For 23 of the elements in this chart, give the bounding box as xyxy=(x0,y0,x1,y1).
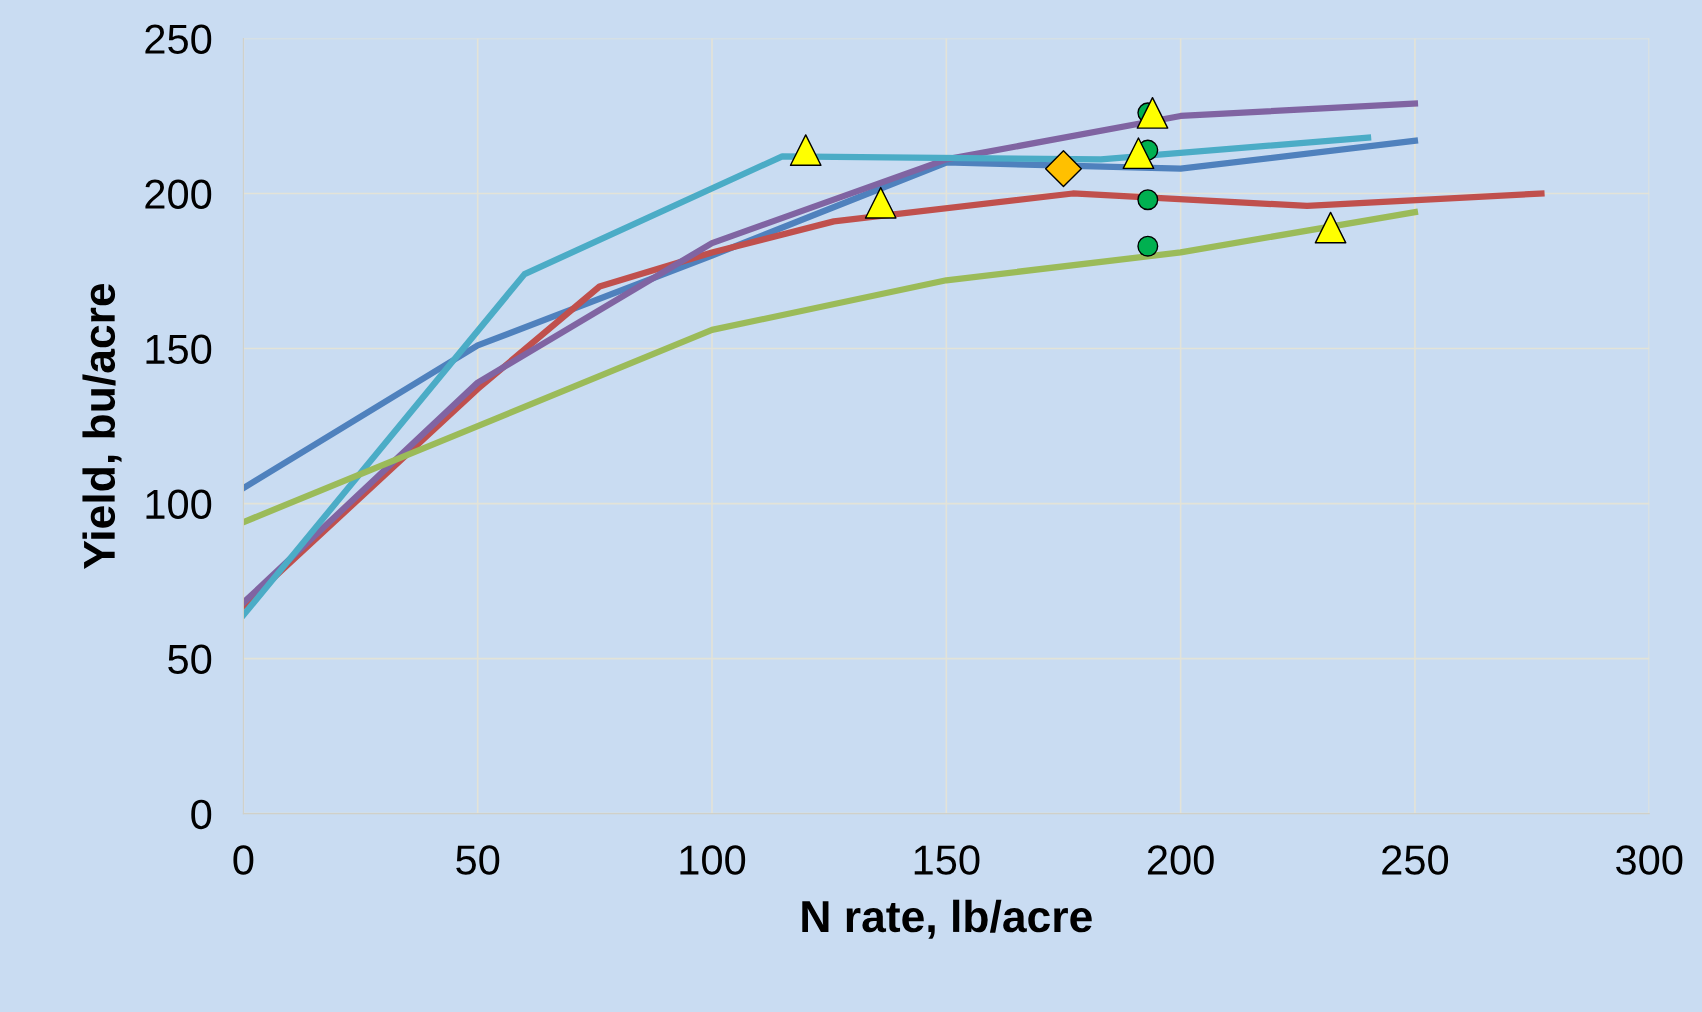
point xyxy=(1122,137,1155,170)
y-tick-label: 200 xyxy=(145,179,212,209)
y-tick-label: 250 xyxy=(145,24,212,54)
point xyxy=(1044,150,1083,188)
point xyxy=(1136,96,1169,129)
point xyxy=(1314,211,1347,244)
x-tick-label: 0 xyxy=(233,845,254,875)
y-tick-label: 50 xyxy=(168,644,212,675)
x-tick-label: 250 xyxy=(1382,845,1449,875)
point xyxy=(864,186,897,219)
y-tick-label: 150 xyxy=(146,334,212,365)
x-tick-label: 200 xyxy=(1147,845,1214,875)
x-tick-label: 300 xyxy=(1616,845,1683,875)
y-tick-label: 100 xyxy=(146,489,212,520)
x-tick-label: 150 xyxy=(914,845,980,875)
x-tick-label: 50 xyxy=(456,845,500,875)
x-tick-label: 100 xyxy=(680,845,746,875)
y-axis-title: Yield, bu/acre xyxy=(82,283,122,569)
point xyxy=(789,134,822,166)
x-axis-title: N rate, lb/acre xyxy=(802,899,1092,939)
point xyxy=(1137,235,1159,257)
y-tick-label: 0 xyxy=(191,799,212,830)
point xyxy=(1137,189,1159,211)
